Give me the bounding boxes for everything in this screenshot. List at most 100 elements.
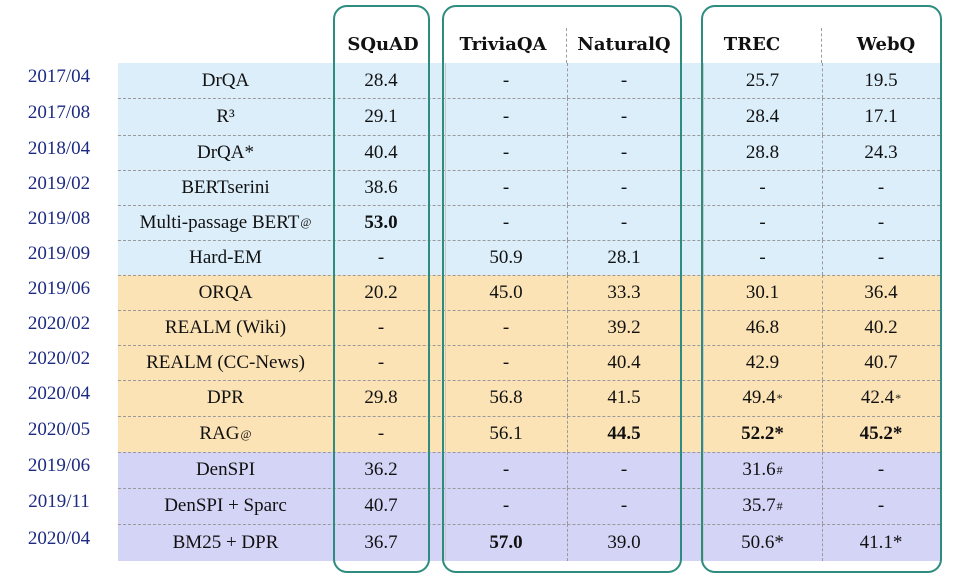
table-row: DrQA 28.4 - - 25.7 19.5 [118, 63, 940, 98]
score-value: 35.7 [742, 495, 776, 516]
score-value: - [502, 316, 510, 338]
row-date: 2018/04 [27, 138, 91, 159]
column-divider [703, 524, 704, 561]
score-value: - [502, 105, 510, 127]
column-divider [822, 63, 823, 98]
column-divider [822, 524, 823, 561]
score-cell: 42.4 * [822, 380, 940, 416]
score-cell: 45.2* [822, 416, 940, 452]
column-divider [703, 380, 704, 416]
column-divider [822, 135, 823, 170]
table-row: BM25 + DPR 36.7 57.0 39.0 50.6* 41.1* [118, 524, 940, 561]
score-value: 39.0 [607, 531, 641, 553]
column-divider [567, 416, 568, 452]
score-cell: - [822, 205, 940, 240]
score-value: 36.4 [864, 281, 898, 303]
row-divider [118, 524, 940, 525]
score-value: 17.1 [864, 105, 898, 127]
column-divider [567, 63, 568, 98]
row-date: 2020/02 [27, 313, 91, 334]
score-value: 28.4 [745, 105, 780, 127]
column-divider [567, 205, 568, 240]
score-value: 52.2* [741, 423, 784, 444]
score-cell: 17.1 [822, 98, 940, 135]
score-value: - [502, 176, 510, 198]
column-divider [822, 488, 823, 524]
row-divider [118, 205, 940, 206]
row-divider [118, 310, 940, 311]
table-row: Multi-passage BERT @53.0- - - - [118, 205, 940, 240]
score-value: - [620, 69, 628, 91]
score-cell: - [567, 488, 681, 524]
model-footnote-mark: @ [300, 215, 312, 229]
model-name-text: BERTserini [181, 176, 270, 198]
column-group-outline [701, 5, 942, 573]
score-cell: - [333, 416, 429, 452]
model-name-text: DPR [207, 387, 244, 408]
model-name-text: DrQA [201, 69, 250, 91]
score-cell: 46.8 [703, 310, 822, 345]
score-cell: 25.7 [703, 63, 822, 98]
score-cell: 28.4 [333, 63, 429, 98]
column-divider [567, 345, 568, 380]
score-value: 45.0 [489, 281, 523, 303]
model-name: DrQA* [118, 135, 333, 170]
column-divider [445, 524, 446, 561]
score-cell: 41.5 [567, 380, 681, 416]
column-divider [567, 524, 568, 561]
score-value: - [759, 211, 766, 233]
row-divider [118, 170, 940, 171]
column-divider [822, 170, 823, 205]
column-divider [445, 170, 446, 205]
model-name: REALM (CC-News) [118, 345, 333, 380]
column-divider [445, 380, 446, 416]
column-divider [445, 135, 446, 170]
score-footnote-mark: # [776, 498, 783, 513]
score-footnote-mark: * [895, 390, 902, 405]
column-header: NaturalQ [577, 34, 671, 55]
score-value: - [502, 351, 510, 373]
column-divider [445, 98, 446, 135]
column-divider [822, 380, 823, 416]
score-value: - [502, 69, 510, 91]
score-cell: 20.2 [333, 275, 429, 310]
column-divider [822, 205, 823, 240]
column-divider [703, 98, 704, 135]
score-value: 50.9 [489, 246, 523, 268]
score-cell: 28.8 [703, 135, 822, 170]
row-date: 2019/09 [27, 243, 91, 264]
score-footnote-mark: # [776, 462, 783, 477]
column-divider [822, 240, 823, 275]
score-value: 40.7 [864, 351, 898, 373]
row-date: 2019/08 [27, 208, 91, 229]
score-cell: 38.6 [333, 170, 429, 205]
score-value: 38.6 [364, 176, 398, 198]
score-cell: - [567, 98, 681, 135]
table-row: BERTserini 38.6 - - - - [118, 170, 940, 205]
score-value: - [502, 495, 510, 516]
score-value: - [377, 316, 385, 338]
score-cell: - [567, 205, 681, 240]
table-row: REALM (Wiki) - - 39.2 46.8 40.2 [118, 310, 940, 345]
score-value: - [620, 176, 628, 198]
score-cell: - [567, 135, 681, 170]
row-date: 2020/05 [27, 419, 91, 440]
model-name: DenSPI + Sparc [118, 488, 333, 524]
column-divider [445, 240, 446, 275]
score-value: 40.7 [364, 495, 398, 516]
table-row: ORQA 20.2 45.0 33.3 30.1 36.4 [118, 275, 940, 310]
score-cell: 39.2 [567, 310, 681, 345]
row-divider [118, 488, 940, 489]
score-value: 41.5 [607, 387, 641, 408]
column-divider [703, 275, 704, 310]
score-value: 45.2* [859, 423, 903, 444]
score-value: 28.1 [607, 246, 641, 268]
score-value: 42.9 [745, 351, 780, 373]
model-name-text: BM25 + DPR [172, 531, 279, 553]
score-cell: 40.7 [333, 488, 429, 524]
column-divider [445, 452, 446, 488]
score-value: 28.8 [745, 141, 780, 163]
column-divider [703, 135, 704, 170]
row-date: 2019/06 [27, 278, 91, 299]
table-row: DenSPI + Sparc 40.7 - - 35.7 # - [118, 488, 940, 524]
